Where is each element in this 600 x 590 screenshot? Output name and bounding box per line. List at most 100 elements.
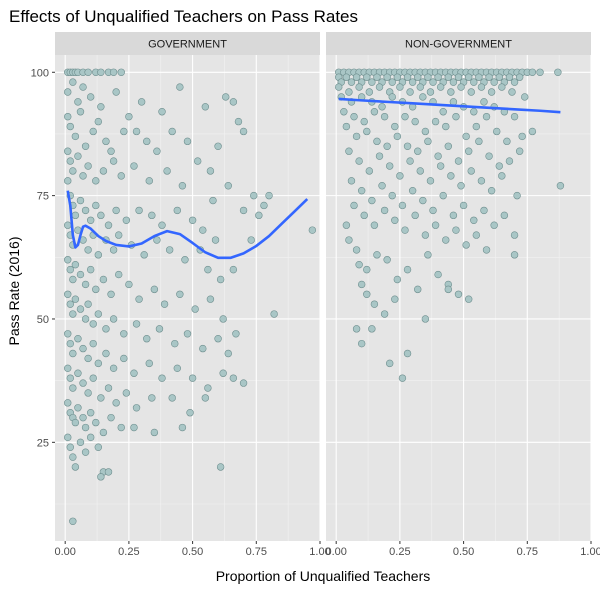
data-point [171, 339, 179, 348]
data-point [132, 127, 141, 136]
data-point [426, 88, 435, 96]
data-point [222, 93, 230, 101]
data-point [89, 374, 97, 382]
data-point [216, 463, 225, 471]
data-point [424, 137, 432, 146]
x-tick-label: 0.25 [118, 546, 139, 558]
data-point [472, 122, 481, 131]
data-point [408, 78, 417, 86]
data-point [340, 108, 348, 116]
data-point [510, 112, 519, 121]
data-points [335, 68, 565, 382]
data-point [365, 88, 374, 96]
data-point [66, 265, 74, 274]
data-point [69, 275, 77, 284]
data-point [518, 132, 526, 141]
data-point [214, 142, 222, 150]
data-point [391, 122, 399, 131]
data-point [255, 211, 263, 220]
data-point [99, 275, 108, 284]
data-point [360, 211, 368, 220]
data-point [403, 349, 412, 358]
data-point [94, 117, 103, 126]
data-point [477, 177, 486, 185]
data-point [109, 157, 118, 165]
data-point [86, 216, 95, 224]
data-point [350, 201, 358, 210]
x-axis: 0.00 0.25 0.50 0.75 1.00 [325, 541, 600, 558]
data-point [64, 221, 72, 229]
data-point [398, 374, 407, 382]
x-tick-label: 0.00 [325, 546, 346, 558]
data-point [421, 315, 430, 323]
data-point [457, 83, 465, 91]
data-point [398, 201, 407, 210]
facet-strip-label: GOVERNMENT [148, 39, 227, 51]
data-point [148, 211, 156, 220]
data-point [64, 399, 72, 407]
data-point [510, 251, 519, 259]
data-point [64, 147, 72, 155]
data-point [69, 78, 77, 86]
data-point [104, 468, 113, 476]
data-point [234, 117, 243, 126]
data-point [102, 325, 110, 333]
data-point [199, 226, 207, 234]
data-point [211, 236, 220, 244]
data-point [352, 246, 361, 254]
data-point [464, 295, 473, 303]
data-point [102, 137, 110, 146]
data-point [357, 280, 366, 289]
data-point [383, 142, 391, 150]
data-point [150, 285, 159, 294]
data-point [76, 196, 85, 205]
data-point [64, 177, 72, 185]
data-point [117, 423, 125, 432]
x-tick-label: 0.50 [453, 546, 474, 558]
data-point [510, 231, 519, 239]
data-point [94, 310, 103, 318]
data-point [528, 68, 537, 76]
data-point [513, 191, 521, 200]
x-axis: 0.00 0.25 0.50 0.75 1.00 [54, 541, 331, 558]
data-point [104, 221, 113, 229]
data-point [109, 246, 118, 254]
data-point [81, 280, 90, 289]
data-point [515, 147, 524, 155]
data-point [86, 433, 95, 442]
data-point [403, 265, 412, 274]
data-point [64, 290, 72, 298]
x-tick-label: 0.75 [517, 546, 538, 558]
data-point [97, 211, 105, 220]
data-point [86, 265, 95, 274]
data-point [66, 443, 74, 451]
data-point [214, 335, 222, 343]
facet-strip [55, 32, 320, 55]
data-point [148, 394, 156, 402]
data-point [125, 112, 133, 121]
data-point [135, 295, 143, 303]
data-point [84, 300, 92, 308]
data-point [462, 132, 470, 141]
data-point [363, 127, 371, 136]
data-point [360, 117, 368, 126]
data-point [421, 231, 430, 239]
data-point [112, 88, 120, 96]
data-point [120, 127, 128, 136]
data-point [64, 112, 72, 121]
data-point [145, 177, 153, 185]
data-point [554, 68, 562, 76]
data-point [66, 122, 74, 131]
facet-strip [326, 32, 591, 55]
data-point [130, 369, 138, 377]
data-point [401, 226, 409, 234]
data-point [168, 127, 176, 136]
data-point [401, 112, 409, 121]
data-point [375, 152, 384, 160]
data-point [444, 73, 453, 81]
y-tick-label: 75 [37, 191, 49, 203]
data-point [470, 108, 478, 116]
data-point [345, 236, 353, 244]
data-point [388, 191, 396, 200]
data-point [84, 246, 92, 254]
